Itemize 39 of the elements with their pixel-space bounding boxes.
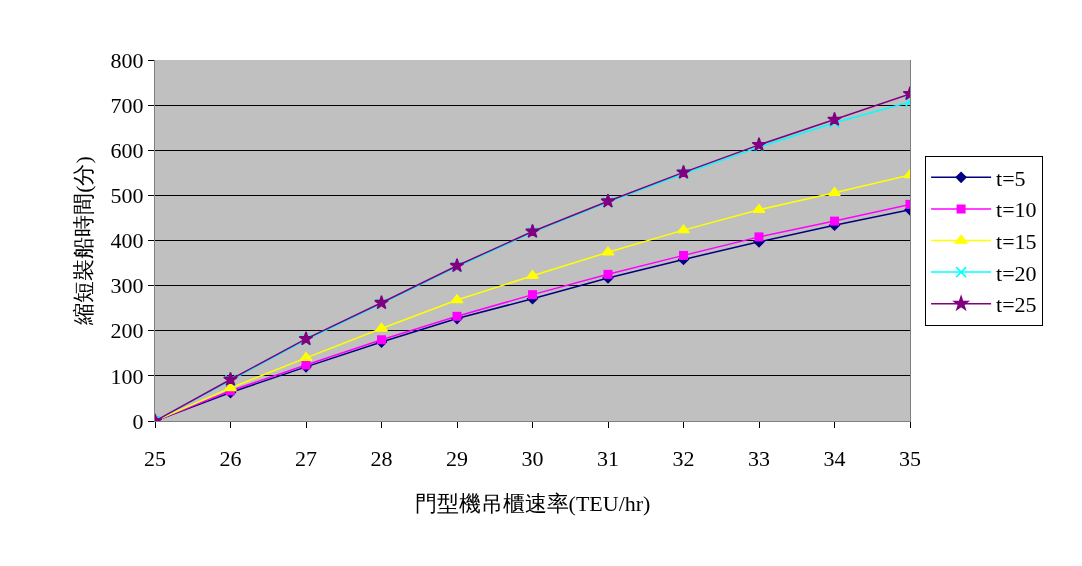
y-axis-title: 縮短裝船時間(分) <box>71 156 97 326</box>
x-tick-label: 30 <box>521 446 544 472</box>
point <box>827 111 842 126</box>
point <box>452 311 462 321</box>
x-tick-label: 27 <box>295 446 317 472</box>
point <box>603 269 613 279</box>
legend-label: t=15 <box>996 229 1037 255</box>
y-tick-label: 500 <box>110 183 144 209</box>
y-tick-label: 200 <box>110 318 144 344</box>
x-tick-label: 25 <box>144 446 166 472</box>
x-tick-label: 26 <box>219 446 242 472</box>
x-tick-label: 35 <box>899 446 921 472</box>
point <box>299 352 313 362</box>
x-axis-title: 門型機吊櫃速率(TEU/hr) <box>414 491 651 517</box>
legend-label: t=20 <box>996 260 1037 286</box>
y-tick-label: 300 <box>110 273 144 299</box>
x-tick-label: 31 <box>597 446 619 472</box>
legend-label: t=5 <box>996 165 1026 191</box>
x-tick-label: 29 <box>446 446 468 472</box>
point <box>751 137 767 152</box>
y-tick-label: 700 <box>110 92 144 118</box>
x-tick-label: 33 <box>748 446 770 472</box>
y-tick-label: 400 <box>110 228 144 254</box>
legend-label: t=10 <box>996 197 1037 223</box>
point <box>679 250 688 260</box>
y-tick-label: 100 <box>110 363 144 389</box>
x-tick-label: 32 <box>672 446 695 472</box>
y-tick-label: 600 <box>110 137 144 163</box>
point <box>752 204 766 214</box>
point <box>450 294 464 304</box>
x-tick-label: 34 <box>823 446 846 472</box>
point <box>528 290 537 300</box>
y-tick-label: 800 <box>110 47 144 73</box>
legend-label: t=25 <box>996 292 1037 318</box>
point <box>830 216 839 226</box>
point <box>601 246 615 256</box>
point <box>754 232 764 242</box>
y-tick-label: 0 <box>132 408 144 434</box>
x-tick-label: 28 <box>370 446 393 472</box>
